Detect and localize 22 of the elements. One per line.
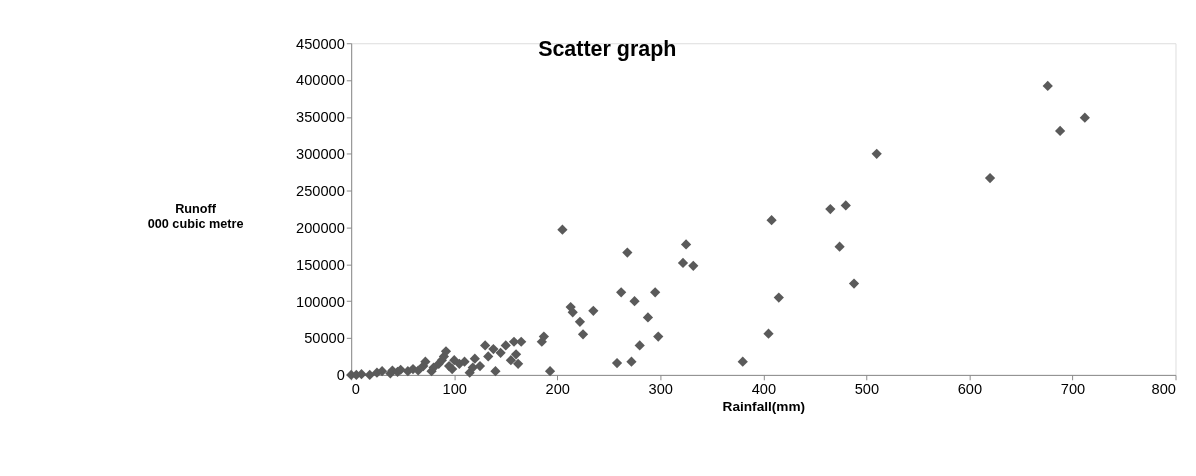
x-tick-label: 200 — [545, 380, 570, 397]
x-tick-label: 0 — [351, 380, 360, 397]
y-tick-label: 250000 — [296, 183, 345, 200]
y-tick-label: 200000 — [296, 219, 345, 236]
y-tick-label: 150000 — [296, 256, 345, 273]
x-tick-label: 400 — [751, 380, 777, 397]
y-tick-label: 100000 — [296, 293, 345, 310]
x-tick-label: 700 — [1060, 380, 1086, 397]
y-tick-label: 450000 — [296, 35, 345, 52]
x-tick-label: 300 — [648, 380, 673, 397]
x-tick-label: 800 — [1151, 380, 1176, 397]
x-tick-label: 500 — [854, 380, 880, 397]
y-tick-label: 350000 — [296, 109, 345, 126]
x-tick-label: 600 — [957, 380, 983, 397]
x-tick-label: 100 — [442, 380, 467, 397]
y-tick-label: 50000 — [304, 330, 345, 347]
y-tick-label: 0 — [336, 367, 345, 384]
chart-title: Scatter graph — [538, 36, 677, 61]
y-tick-label: 400000 — [296, 72, 345, 89]
x-axis-title: Rainfall(mm) — [722, 399, 806, 415]
y-axis-title: Runoff 000 cubic metre — [147, 202, 244, 232]
y-tick-label: 300000 — [296, 146, 345, 163]
